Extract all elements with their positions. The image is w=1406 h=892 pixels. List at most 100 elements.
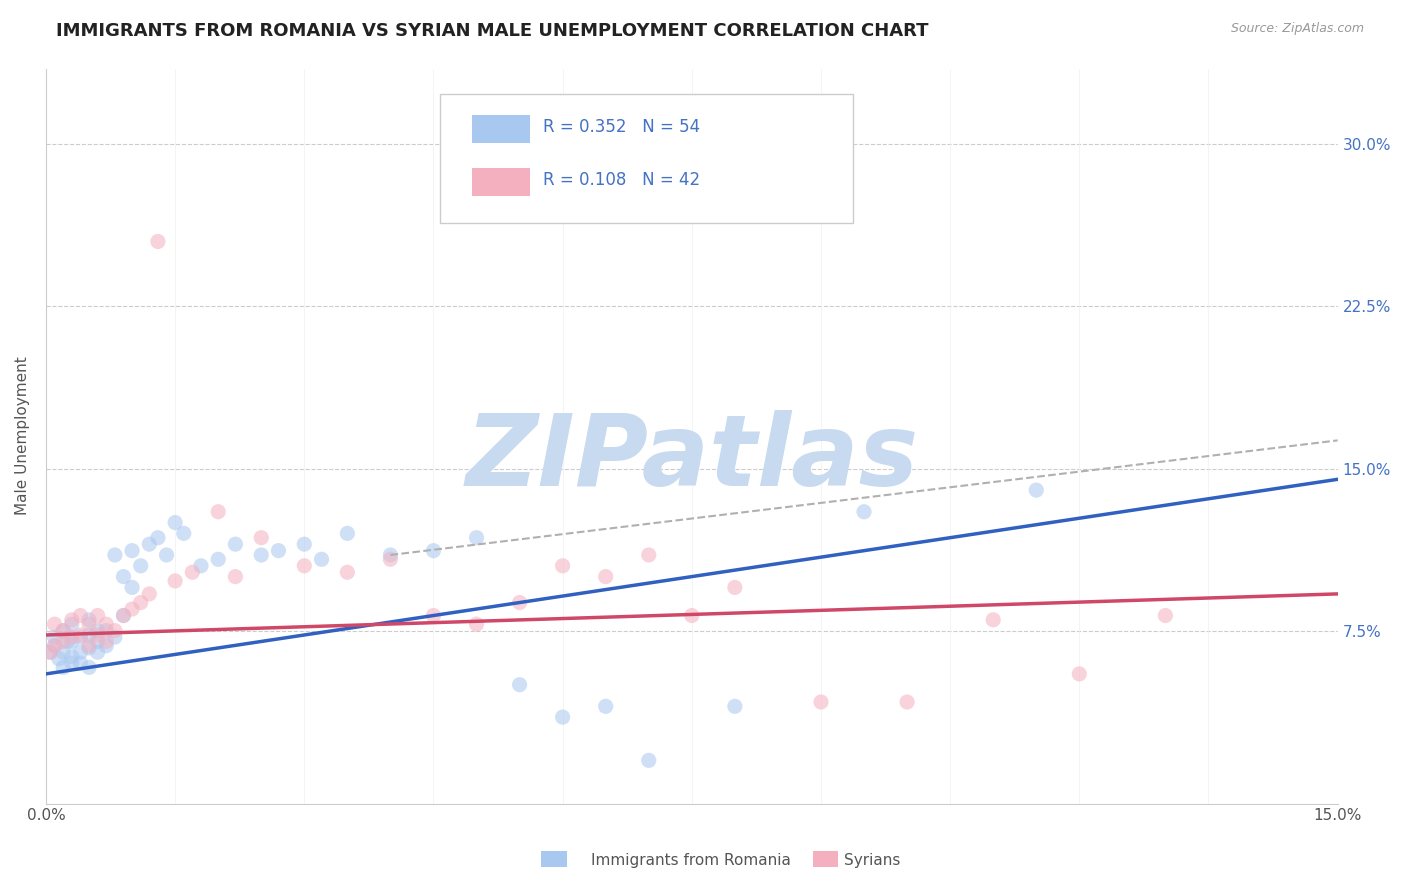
Point: [250, 548, 273, 562]
Point: [86, 645, 108, 659]
FancyBboxPatch shape: [472, 168, 530, 195]
Point: [60, 634, 83, 648]
Point: [1025, 483, 1047, 497]
Point: [69, 608, 91, 623]
Point: [60, 617, 83, 632]
Point: [44, 617, 66, 632]
Point: [292, 558, 315, 573]
Text: R = 0.352   N = 54: R = 0.352 N = 54: [543, 119, 700, 136]
Point: [60, 656, 83, 670]
Point: [69, 630, 91, 644]
Point: [207, 552, 229, 566]
Point: [509, 678, 531, 692]
Point: [681, 608, 703, 623]
Point: [146, 235, 169, 249]
Point: [77, 640, 100, 655]
Point: [509, 596, 531, 610]
Point: [44, 639, 66, 653]
Point: [292, 537, 315, 551]
Text: Source: ZipAtlas.com: Source: ZipAtlas.com: [1230, 22, 1364, 36]
Point: [173, 526, 195, 541]
Point: [86, 608, 108, 623]
Point: [422, 608, 444, 623]
Text: Syrians: Syrians: [844, 854, 900, 868]
Point: [129, 596, 152, 610]
Point: [60, 649, 83, 664]
Point: [207, 505, 229, 519]
Point: [77, 617, 100, 632]
Text: R = 0.108   N = 42: R = 0.108 N = 42: [543, 171, 700, 189]
Point: [86, 624, 108, 638]
Point: [77, 628, 100, 642]
Point: [311, 552, 333, 566]
Point: [112, 608, 135, 623]
Point: [595, 569, 617, 583]
Point: [96, 617, 118, 632]
Point: [52, 624, 75, 638]
Point: [52, 645, 75, 659]
Point: [422, 543, 444, 558]
Point: [104, 548, 127, 562]
Point: [86, 634, 108, 648]
Point: [981, 613, 1004, 627]
Point: [104, 630, 127, 644]
Point: [1154, 608, 1177, 623]
Point: [810, 695, 832, 709]
Point: [250, 531, 273, 545]
Point: [165, 574, 187, 588]
Point: [86, 628, 108, 642]
Y-axis label: Male Unemployment: Male Unemployment: [15, 357, 30, 516]
Point: [190, 558, 212, 573]
Point: [224, 537, 246, 551]
Point: [724, 699, 747, 714]
Point: [465, 617, 488, 632]
Point: [77, 660, 100, 674]
Point: [181, 566, 204, 580]
Point: [112, 569, 135, 583]
Point: [155, 548, 177, 562]
Point: [39, 645, 62, 659]
Point: [165, 516, 187, 530]
Point: [224, 569, 246, 583]
Point: [39, 645, 62, 659]
Point: [52, 634, 75, 648]
Point: [465, 531, 488, 545]
Point: [69, 645, 91, 659]
Point: [69, 656, 91, 670]
Point: [96, 634, 118, 648]
Point: [1069, 666, 1091, 681]
Point: [56, 634, 79, 648]
Point: [380, 552, 402, 566]
Point: [60, 613, 83, 627]
Point: [129, 558, 152, 573]
Point: [336, 526, 359, 541]
FancyBboxPatch shape: [472, 115, 530, 143]
Point: [48, 652, 70, 666]
Point: [551, 558, 574, 573]
Point: [96, 639, 118, 653]
Point: [637, 753, 659, 767]
Point: [380, 548, 402, 562]
FancyBboxPatch shape: [440, 95, 853, 223]
Point: [336, 566, 359, 580]
Point: [52, 624, 75, 638]
Point: [44, 639, 66, 653]
Point: [595, 699, 617, 714]
Point: [267, 543, 290, 558]
Point: [121, 581, 143, 595]
Point: [121, 602, 143, 616]
Text: IMMIGRANTS FROM ROMANIA VS SYRIAN MALE UNEMPLOYMENT CORRELATION CHART: IMMIGRANTS FROM ROMANIA VS SYRIAN MALE U…: [56, 22, 929, 40]
Point: [112, 608, 135, 623]
Point: [77, 639, 100, 653]
Text: Immigrants from Romania: Immigrants from Romania: [591, 854, 790, 868]
Point: [60, 630, 83, 644]
Point: [637, 548, 659, 562]
Point: [69, 628, 91, 642]
Text: ZIPatlas: ZIPatlas: [465, 409, 918, 507]
Point: [138, 587, 160, 601]
Point: [52, 660, 75, 674]
Point: [853, 505, 876, 519]
Point: [121, 543, 143, 558]
Point: [138, 537, 160, 551]
Point: [551, 710, 574, 724]
